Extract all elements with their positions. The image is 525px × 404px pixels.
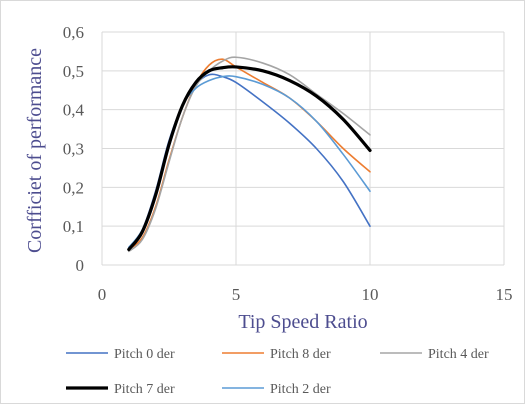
- y-tick-label: 0,6: [63, 23, 84, 42]
- y-tick-label: 0,3: [63, 140, 84, 159]
- y-tick-label: 0,4: [63, 101, 85, 120]
- legend-label: Pitch 2 der: [270, 382, 331, 397]
- series-lines: [127, 56, 372, 253]
- y-axis-tick-labels: 0 0,1 0,2 0,3 0,4 0,5 0,6: [63, 23, 85, 275]
- series-line-pitch-7-der: [127, 65, 372, 252]
- legend-label: Pitch 0 der: [114, 347, 175, 362]
- x-tick-label: 0: [98, 285, 107, 304]
- legend-item-pitch-7-der: Pitch 7 der: [66, 382, 175, 397]
- legend-label: Pitch 8 der: [270, 347, 331, 362]
- series-line-pitch-4-der: [128, 56, 371, 253]
- x-tick-label: 10: [362, 285, 379, 304]
- x-axis-tick-labels: 0 5 10 15: [98, 285, 513, 304]
- legend-item-pitch-0-der: Pitch 0 der: [66, 347, 175, 362]
- y-tick-label: 0,1: [63, 217, 84, 236]
- y-axis-title: Corfficiet of performance: [24, 48, 46, 253]
- x-tick-label: 15: [496, 285, 513, 304]
- y-tick-label: 0,5: [63, 62, 84, 81]
- y-tick-label: 0: [76, 256, 85, 275]
- legend-item-pitch-4-der: Pitch 4 der: [380, 347, 489, 362]
- legend-item-pitch-8-der: Pitch 8 der: [222, 347, 331, 362]
- x-axis-title: Tip Speed Ratio: [238, 311, 367, 333]
- legend: Pitch 0 der Pitch 8 der Pitch 4 der Pitch 7…: [66, 347, 489, 397]
- legend-label: Pitch 4 der: [428, 347, 489, 362]
- legend-label: Pitch 7 der: [114, 382, 175, 397]
- y-tick-label: 0,2: [63, 178, 84, 197]
- x-tick-label: 5: [232, 285, 241, 304]
- legend-item-pitch-2-der: Pitch 2 der: [222, 382, 331, 397]
